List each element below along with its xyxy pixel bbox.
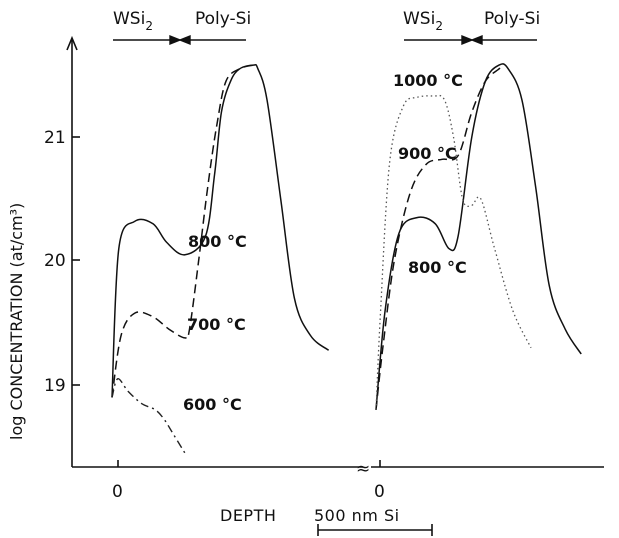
region-labels-left: WSi2 Poly-Si	[113, 9, 251, 46]
y-tick-label-21: 21	[44, 128, 66, 148]
x-tick-label-left-0: 0	[112, 482, 123, 502]
scale-bar-label: 500 nm Si	[314, 506, 400, 525]
y-tick-label-20: 20	[44, 251, 66, 271]
region-label-wsi2-right: WSi2	[403, 9, 443, 33]
y-tick-label-19: 19	[44, 376, 66, 396]
axes	[66, 35, 604, 468]
x-axis-label: DEPTH	[220, 506, 276, 525]
x-tick-label-right-0: 0	[374, 482, 385, 502]
series-left-800c	[111, 63, 330, 398]
y-axis-label: log CONCENTRATION (at/cm³)	[7, 203, 26, 440]
region-label-polysi-left: Poly-Si	[195, 9, 251, 29]
series-right-1000c	[375, 94, 532, 410]
annotation-right-800: 800 °C	[408, 258, 467, 277]
region-label-wsi2-left: WSi2	[113, 9, 153, 33]
y-axis-arrow	[66, 35, 78, 51]
series-right-900c	[375, 64, 505, 410]
annotation-right-900: 900 °C	[398, 144, 457, 163]
region-label-polysi-right: Poly-Si	[484, 9, 540, 29]
axis-break-symbol: ≈	[356, 459, 370, 479]
series-layer	[111, 63, 582, 454]
region-labels-right: WSi2 Poly-Si	[403, 9, 540, 46]
series-right-800c	[375, 63, 582, 410]
scale-bar	[317, 524, 433, 536]
series-left-700c	[111, 64, 254, 398]
annotation-right-1000: 1000 °C	[393, 71, 463, 90]
annotation-left-800: 800 °C	[188, 232, 247, 251]
series-left-600c	[111, 378, 186, 454]
annotation-left-700: 700 °C	[187, 315, 246, 334]
annotation-left-600: 600 °C	[183, 395, 242, 414]
